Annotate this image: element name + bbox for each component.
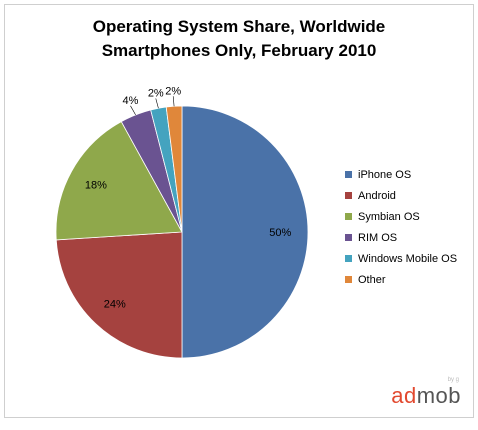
legend-item-rim-os: RIM OS [345,227,457,248]
chart-legend: iPhone OS Android Symbian OS RIM OS Windows … [345,164,457,290]
legend-swatch-windows-mobile-os [345,255,352,262]
data-label-symbian-os: 18% [85,180,107,192]
admob-logo-ad: ad [391,383,417,408]
legend-item-windows-mobile-os: Windows Mobile OS [345,248,457,269]
legend-label-other: Other [358,273,386,286]
legend-label-android: Android [358,189,396,202]
legend-item-iphone-os: iPhone OS [345,164,457,185]
legend-label-symbian-os: Symbian OS [358,210,420,223]
data-label-rim-os: 4% [123,95,139,107]
pie-slice-symbian-os [55,121,183,241]
chart-title: Operating System Share, Worldwide [92,17,386,36]
legend-swatch-iphone-os [345,171,352,178]
brand-tagline: by g [447,377,459,383]
leader-line-windows-mobile-os [155,98,159,109]
legend-swatch-symbian-os [345,213,352,220]
admob-logo: admob [391,383,461,409]
chart-subtitle: Smartphones Only, February 2010 [101,41,377,60]
data-label-android: 24% [104,299,126,311]
legend-swatch-android [345,192,352,199]
leader-line-other [172,96,175,107]
chart-frame: Operating System Share, Worldwide Smartp… [4,4,474,418]
legend-item-other: Other [345,269,457,290]
admob-logo-mob: mob [416,383,461,408]
data-label-windows-mobile-os: 2% [148,87,164,99]
legend-label-rim-os: RIM OS [358,231,398,244]
leader-line-rim-os [130,105,136,115]
pie-slice-android [55,231,183,359]
chart-title-block: Operating System Share, Worldwide Smartp… [5,15,473,63]
data-label-iphone-os: 50% [269,227,291,239]
legend-item-symbian-os: Symbian OS [345,206,457,227]
pie-slice-iphone-os [181,105,309,359]
legend-label-iphone-os: iPhone OS [358,168,412,181]
legend-label-windows-mobile-os: Windows Mobile OS [358,252,458,265]
legend-item-android: Android [345,185,457,206]
pie-chart: 50% 24% 18% 4% 2% 2% [55,85,309,359]
data-label-other: 2% [165,85,181,97]
legend-swatch-other [345,276,352,283]
legend-swatch-rim-os [345,234,352,241]
